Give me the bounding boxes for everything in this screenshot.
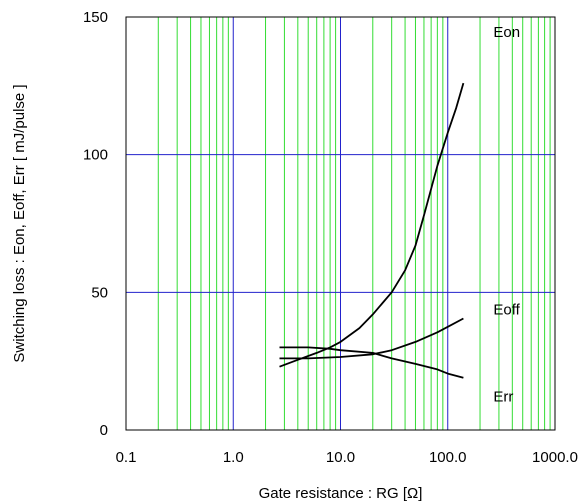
y-tick-label: 150 [83,9,108,26]
series-label-err: Err [493,389,513,406]
major-grid [126,17,555,430]
series-line-err [279,346,464,379]
y-axis-label: Switching loss : Eon, Eoff, Err [ mJ/pul… [11,84,28,362]
minor-grid [157,17,551,430]
series-labels: Eon Eoff Err [493,24,520,406]
series-line-eoff [279,317,464,360]
y-tick-labels: 0 50 100 150 [83,9,108,439]
y-tick-label: 50 [91,284,108,301]
x-tick-label: 100.0 [429,449,467,466]
x-tick-label: 0.1 [116,449,137,466]
series-label-eoff: Eoff [493,301,520,318]
y-tick-label: 100 [83,147,108,164]
plot-frame [125,16,556,431]
x-tick-label: 1000.0 [532,449,578,466]
x-tick-labels: 0.1 1.0 10.0 100.0 1000.0 [116,449,578,466]
x-axis-label: Gate resistance : RG [Ω] [259,485,423,502]
series-label-eon: Eon [493,24,520,41]
x-tick-label: 1.0 [223,449,244,466]
x-tick-label: 10.0 [326,449,355,466]
y-tick-label: 0 [100,422,108,439]
series-line-eon [279,82,465,368]
series-lines [279,82,465,379]
